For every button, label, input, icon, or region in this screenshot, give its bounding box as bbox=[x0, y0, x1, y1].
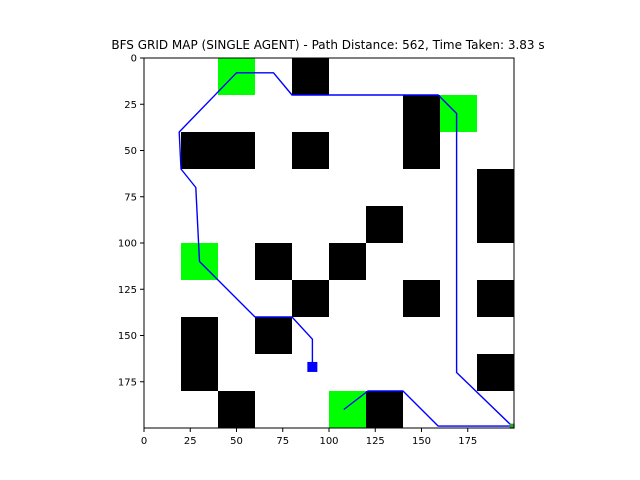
goal-cell bbox=[218, 58, 255, 95]
y-tick-label: 100 bbox=[118, 239, 137, 250]
x-tick-label: 75 bbox=[276, 436, 289, 447]
path-line bbox=[178, 72, 513, 427]
y-tick-label: 175 bbox=[118, 377, 137, 388]
obstacle-cell bbox=[366, 391, 403, 428]
agent-marker bbox=[307, 361, 318, 372]
y-tick-label: 125 bbox=[118, 285, 137, 296]
plot-area bbox=[143, 57, 515, 429]
y-tick-label: 0 bbox=[131, 54, 137, 65]
obstacle-cell bbox=[403, 95, 440, 169]
end-marker bbox=[509, 423, 515, 429]
y-tick-label: 25 bbox=[124, 100, 137, 111]
y-tick-label: 150 bbox=[118, 331, 137, 342]
obstacle-cell bbox=[255, 243, 292, 280]
obstacle-cell bbox=[366, 206, 403, 243]
obstacle-cell bbox=[292, 132, 329, 169]
x-tick-label: 175 bbox=[458, 436, 477, 447]
x-tick-label: 0 bbox=[141, 436, 147, 447]
x-tick-label: 150 bbox=[412, 436, 431, 447]
obstacle-cell bbox=[477, 169, 514, 243]
obstacle-cell bbox=[403, 280, 440, 317]
y-tick-label: 50 bbox=[124, 146, 137, 157]
obstacle-cell bbox=[218, 391, 255, 428]
x-tick-label: 25 bbox=[184, 436, 197, 447]
obstacle-cell bbox=[181, 132, 255, 169]
x-tick-label: 125 bbox=[366, 436, 385, 447]
axis-ticks: 0 25 50 75 100 125 150 175 0 25 50 75 100 125 150 175 bbox=[118, 54, 477, 448]
obstacle-cell bbox=[255, 317, 292, 354]
obstacle-cell bbox=[181, 317, 218, 391]
obstacle-cell bbox=[329, 243, 366, 280]
goal-cell bbox=[440, 95, 477, 132]
obstacle-cell bbox=[292, 58, 329, 95]
obstacle-cell bbox=[292, 280, 329, 317]
obstacle-cell bbox=[477, 354, 514, 391]
obstacle-cell bbox=[477, 280, 514, 317]
y-tick-label: 75 bbox=[124, 192, 137, 203]
x-tick-label: 100 bbox=[319, 436, 338, 447]
x-tick-label: 50 bbox=[230, 436, 243, 447]
chart-title: BFS GRID MAP (SINGLE AGENT) - Path Dista… bbox=[111, 38, 544, 52]
